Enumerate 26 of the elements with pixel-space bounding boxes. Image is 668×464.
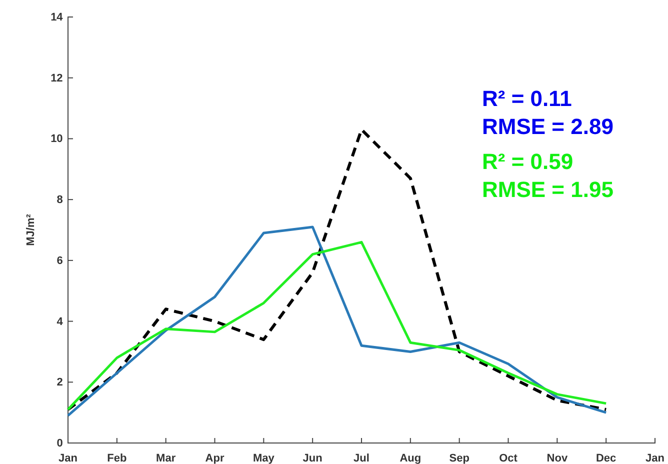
x-tick-label: Jun: [302, 452, 323, 464]
x-tick-label: Oct: [499, 452, 518, 464]
y-tick-label: 8: [56, 194, 63, 206]
y-tick-label: 12: [50, 72, 63, 84]
x-tick-label: May: [252, 452, 276, 464]
annotation: RMSE = 2.89: [482, 114, 614, 139]
y-tick-label: 6: [56, 254, 63, 267]
y-tick-label: 2: [56, 376, 63, 389]
y-tick-label: 14: [50, 12, 64, 24]
x-tick-label: Nov: [546, 452, 568, 464]
annotation: R² = 0.11: [482, 86, 572, 111]
y-tick-label: 0: [56, 438, 63, 450]
x-tick-label: Sep: [449, 452, 470, 464]
x-tick-label: Aug: [400, 452, 422, 464]
x-tick-label: Feb: [107, 452, 127, 464]
x-tick-label: Apr: [205, 452, 225, 464]
y-tick-label: 10: [50, 133, 63, 146]
annotation: R² = 0.59: [482, 149, 574, 174]
x-tick-label: Jan: [646, 452, 665, 464]
annotation: RMSE = 1.95: [482, 177, 614, 202]
x-tick-label: Dec: [596, 452, 616, 464]
x-tick-label: Mar: [156, 452, 176, 464]
x-tick-label: Jan: [58, 452, 78, 464]
x-tick-label: Jul: [354, 452, 370, 464]
y-tick-label: 4: [56, 316, 64, 328]
y-axis-title: MJ/m²: [25, 214, 37, 246]
